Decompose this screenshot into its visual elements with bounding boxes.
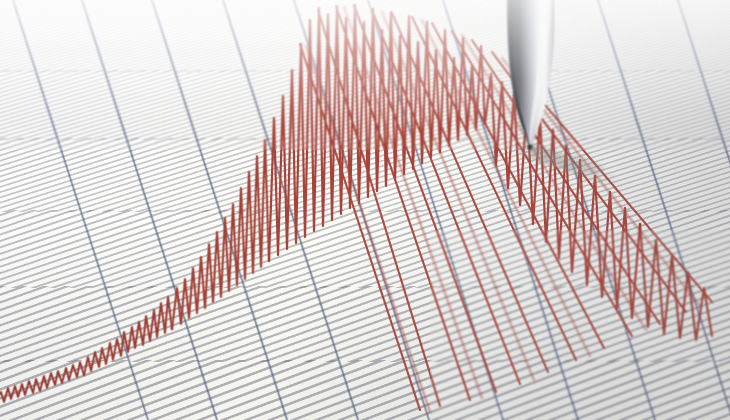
depth-of-field-bottom-right xyxy=(430,230,730,420)
depth-of-field-top xyxy=(0,0,730,150)
